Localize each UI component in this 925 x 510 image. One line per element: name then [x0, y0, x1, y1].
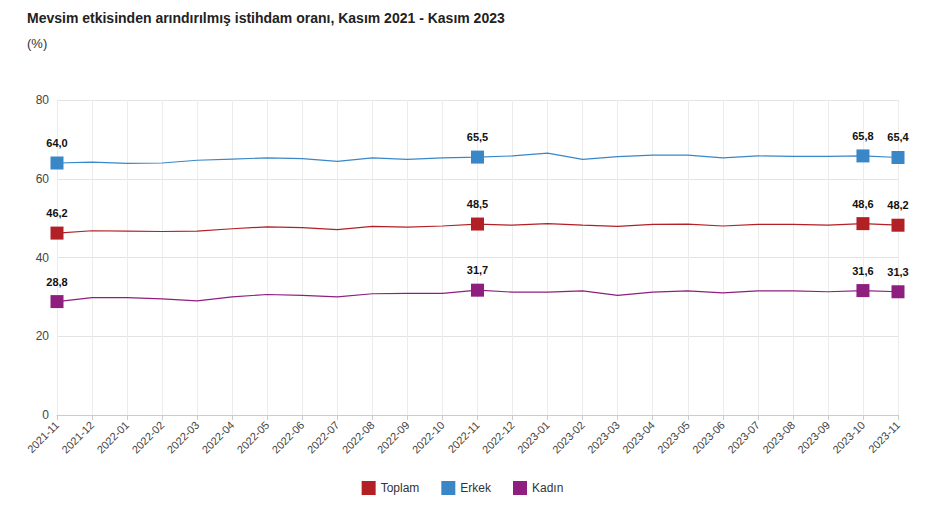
svg-text:2022-08: 2022-08	[340, 419, 377, 456]
svg-text:2022-06: 2022-06	[270, 419, 307, 456]
svg-text:2023-01: 2023-01	[515, 419, 552, 456]
svg-text:Kadın: Kadın	[532, 481, 563, 495]
svg-text:2022-09: 2022-09	[375, 419, 412, 456]
svg-text:2023-05: 2023-05	[655, 419, 692, 456]
svg-text:2023-06: 2023-06	[690, 419, 727, 456]
svg-text:31,6: 31,6	[852, 265, 873, 277]
svg-text:2022-11: 2022-11	[445, 419, 481, 455]
svg-text:Toplam: Toplam	[381, 481, 420, 495]
svg-text:2023-08: 2023-08	[760, 419, 797, 456]
svg-text:60: 60	[36, 172, 50, 186]
svg-text:28,8: 28,8	[46, 276, 67, 288]
svg-text:0: 0	[42, 408, 49, 422]
svg-text:46,2: 46,2	[46, 207, 67, 219]
svg-text:2022-02: 2022-02	[129, 419, 166, 456]
svg-text:2023-04: 2023-04	[620, 419, 657, 456]
svg-text:2022-07: 2022-07	[305, 419, 342, 456]
svg-text:48,5: 48,5	[467, 198, 488, 210]
svg-text:48,6: 48,6	[852, 198, 873, 210]
svg-text:(%): (%)	[27, 36, 47, 51]
svg-text:2023-07: 2023-07	[725, 419, 762, 456]
svg-text:2022-04: 2022-04	[199, 419, 236, 456]
svg-text:2022-10: 2022-10	[410, 419, 447, 456]
svg-text:2022-05: 2022-05	[235, 419, 272, 456]
svg-text:Erkek: Erkek	[460, 481, 492, 495]
svg-text:2023-10: 2023-10	[830, 419, 867, 456]
svg-text:65,5: 65,5	[467, 131, 488, 143]
svg-text:20: 20	[36, 329, 50, 343]
svg-text:2023-11: 2023-11	[866, 419, 902, 455]
svg-text:2022-03: 2022-03	[164, 419, 201, 456]
svg-text:48,2: 48,2	[887, 199, 908, 211]
svg-text:80: 80	[36, 93, 50, 107]
svg-text:65,8: 65,8	[852, 130, 873, 142]
svg-text:31,7: 31,7	[467, 264, 488, 276]
svg-text:2023-09: 2023-09	[795, 419, 832, 456]
svg-text:2022-12: 2022-12	[480, 419, 517, 456]
svg-text:2022-01: 2022-01	[94, 419, 131, 456]
svg-text:2023-03: 2023-03	[585, 419, 622, 456]
svg-text:64,0: 64,0	[46, 137, 67, 149]
svg-text:Mevsim etkisinden arındırılmış: Mevsim etkisinden arındırılmış istihdam …	[27, 10, 505, 26]
svg-text:65,4: 65,4	[887, 131, 909, 143]
svg-text:2021-12: 2021-12	[59, 419, 96, 456]
svg-text:2021-11: 2021-11	[25, 419, 61, 455]
svg-text:2023-02: 2023-02	[550, 419, 587, 456]
svg-text:31,3: 31,3	[887, 266, 908, 278]
svg-text:40: 40	[36, 251, 50, 265]
